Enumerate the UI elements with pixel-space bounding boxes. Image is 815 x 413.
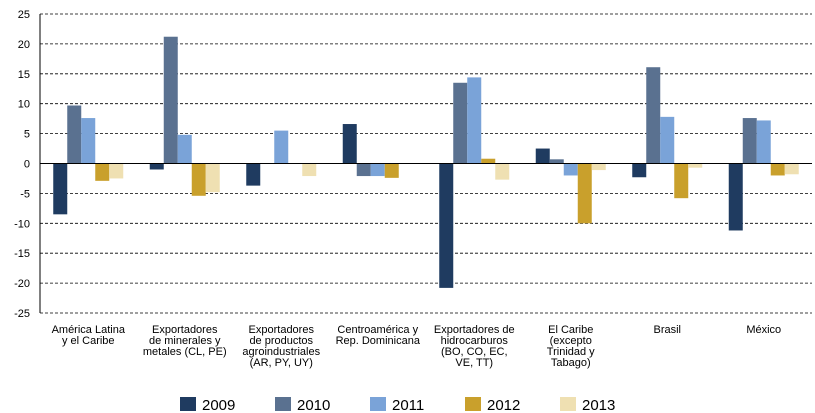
- bar: [149, 163, 164, 170]
- bar: [370, 163, 385, 177]
- bar: [109, 163, 124, 179]
- bar: [191, 163, 206, 196]
- x-tick-line: El Caribe: [548, 324, 593, 336]
- bar: [632, 163, 647, 178]
- bar: [342, 124, 357, 164]
- legend-swatch: [465, 397, 481, 411]
- x-tick-line: y el Caribe: [62, 335, 115, 347]
- y-tick-label: 10: [18, 99, 30, 111]
- bar: [95, 163, 110, 181]
- bar: [53, 163, 68, 215]
- y-tick-label: -15: [14, 248, 30, 260]
- x-tick-line: Brasil: [653, 324, 681, 336]
- x-tick-line: Exportadores: [152, 324, 218, 336]
- x-tick-line: Trinidad y: [547, 346, 595, 358]
- y-tick-label: 25: [18, 9, 30, 21]
- legend-label: 2009: [202, 397, 235, 413]
- bar: [302, 163, 317, 177]
- y-tick-label: 0: [24, 159, 30, 171]
- legend-swatch: [180, 397, 196, 411]
- bar: [246, 163, 261, 186]
- y-tick-label: 5: [24, 129, 30, 141]
- legend-swatch: [560, 397, 576, 411]
- bar: [577, 163, 592, 224]
- x-tick-label: Centroamérica y Rep. Dominicana: [336, 324, 421, 347]
- legend-swatch: [275, 397, 291, 411]
- bar: [384, 163, 399, 178]
- bar: [495, 163, 510, 180]
- bar: [646, 67, 661, 164]
- x-tick-line: (AR, PY, UY): [250, 357, 313, 369]
- bar: [742, 118, 757, 164]
- bar: [177, 134, 192, 164]
- legend-label: 2011: [392, 397, 424, 413]
- x-tick-line: de minerales y: [149, 335, 221, 347]
- bar: [660, 116, 675, 164]
- legend-swatch: [370, 397, 386, 411]
- x-tick-line: VE, TT): [455, 357, 493, 369]
- bar: [674, 163, 689, 199]
- x-tick-line: de productos: [249, 335, 313, 347]
- y-tick-label: -10: [14, 218, 30, 230]
- x-tick-line: Tabago): [551, 357, 591, 369]
- x-tick-line: Exportadores: [249, 324, 315, 336]
- x-tick-line: América Latina: [52, 324, 126, 336]
- x-tick-line: México: [746, 324, 781, 336]
- bar: [728, 163, 743, 231]
- x-tick-line: Centroamérica y: [337, 324, 418, 336]
- x-tick-label: El Caribe (excepto Trinidad y Tabago): [547, 324, 595, 369]
- x-tick-line: Rep. Dominicana: [336, 335, 421, 347]
- legend-label: 2012: [487, 397, 520, 413]
- x-tick-label: México: [746, 324, 781, 336]
- y-tick-label: -5: [20, 188, 30, 200]
- y-tick-label: -25: [14, 308, 30, 320]
- bar: [439, 163, 454, 288]
- bar: [770, 163, 785, 176]
- legend-label: 2013: [582, 397, 615, 413]
- x-tick-line: Exportadores de: [434, 324, 515, 336]
- bar: [549, 159, 564, 164]
- bar: [688, 163, 703, 168]
- x-tick-label: Brasil: [653, 324, 681, 336]
- legend-label: 2010: [297, 397, 330, 413]
- x-tick-line: metales (CL, PE): [143, 346, 227, 358]
- y-tick-label: 15: [18, 69, 30, 81]
- x-tick-line: (BO, CO, EC,: [441, 346, 508, 358]
- x-tick-label: Exportadores de hidrocarburos (BO, CO, EC,…: [434, 324, 515, 369]
- bar: [453, 82, 468, 164]
- y-tick-label: -20: [14, 278, 30, 290]
- bar: [756, 120, 771, 164]
- x-tick-line: agroindustriales: [242, 346, 320, 358]
- bar: [784, 163, 799, 175]
- bar: [356, 163, 371, 177]
- bar: [274, 130, 289, 164]
- bar: [163, 36, 178, 164]
- y-tick-label: 20: [18, 39, 30, 51]
- x-tick-line: hidrocarburos: [441, 335, 509, 347]
- bar: [591, 163, 606, 171]
- bar: [481, 158, 496, 164]
- bar: [205, 163, 220, 193]
- x-tick-label: América Latina y el Caribe: [52, 324, 126, 347]
- bar: [535, 148, 550, 164]
- x-tick-line: (excepto: [550, 335, 592, 347]
- bar: [81, 118, 96, 164]
- bar: [563, 163, 578, 176]
- x-tick-label: Exportadores de minerales y metales (CL, P…: [143, 324, 227, 358]
- bar: [467, 77, 482, 164]
- bar: [67, 105, 82, 164]
- x-tick-label: Exportadores de productos agroindustriales…: [242, 324, 320, 369]
